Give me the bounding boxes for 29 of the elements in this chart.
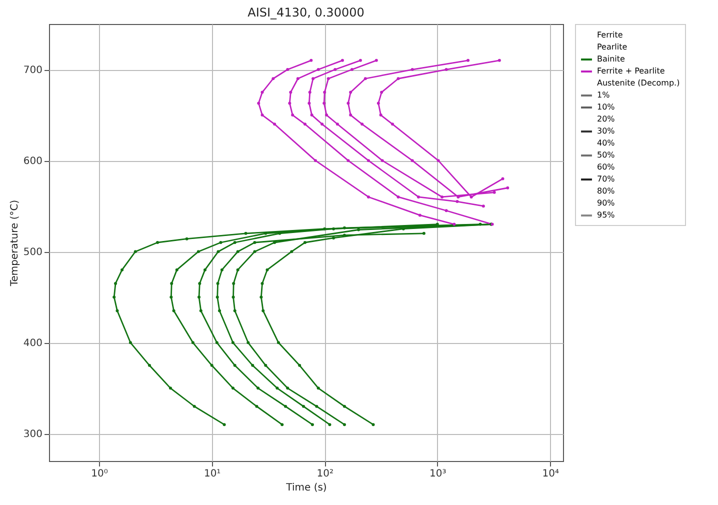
y-tick-label: 400	[23, 338, 42, 350]
legend-label: 1%	[597, 90, 610, 100]
legend-label: Ferrite + Pearlite	[597, 66, 665, 76]
text: 80%	[597, 186, 616, 196]
text: Pearlite	[597, 42, 628, 52]
text: 20%	[597, 114, 616, 124]
chart-title: AISI_4130, 0.30000	[248, 6, 364, 20]
legend-label: 30%	[597, 126, 616, 136]
text: Ferrite	[597, 30, 623, 40]
legend-label: 95%	[597, 210, 616, 220]
x-axis-title: Time (s)	[285, 482, 327, 494]
legend-label: 10%	[597, 102, 616, 112]
text: 60%	[597, 162, 616, 172]
x-tick-label: 10³	[430, 468, 446, 480]
y-tick-label: 700	[23, 65, 42, 76]
y-tick-label: 600	[23, 156, 42, 168]
x-tick-label: 10⁰	[91, 468, 108, 480]
y-axis-title: Temperature (°C)	[9, 200, 20, 288]
legend-label: 70%	[597, 174, 616, 184]
x-tick-label: 10⁴	[542, 468, 560, 480]
legend-label: Bainite	[597, 54, 626, 64]
text: Austenite (Decomp.)	[597, 78, 680, 88]
x-tick-label: 10²	[316, 468, 334, 480]
y-tick-label: 500	[23, 247, 42, 258]
x-tick-label: 10¹	[204, 468, 221, 480]
text: 40%	[597, 138, 616, 148]
y-tick-label: 300	[23, 429, 42, 440]
text: 90%	[597, 198, 616, 208]
legend-label: 50%	[597, 150, 616, 160]
